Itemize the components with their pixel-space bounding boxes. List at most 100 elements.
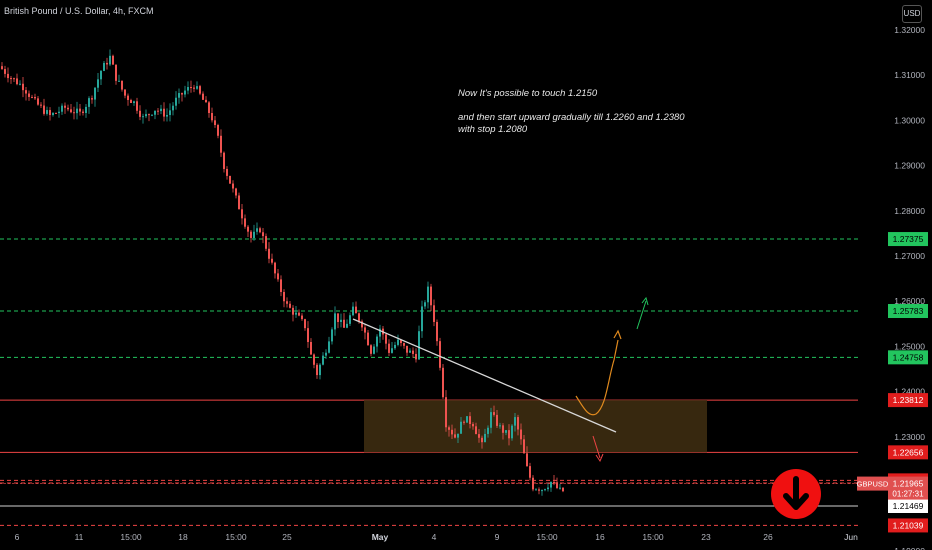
price-badge: [888, 518, 928, 533]
candle-body: [118, 80, 120, 82]
candle-body: [517, 417, 519, 430]
candle-body: [64, 105, 66, 108]
price-badge: [888, 232, 928, 247]
candle-body: [490, 412, 492, 428]
candle-body: [145, 114, 147, 117]
price-badge: [888, 304, 928, 319]
time-tick-label: 16: [595, 532, 605, 542]
candle-body: [277, 273, 279, 280]
candle-body: [469, 416, 471, 424]
candle-body: [196, 86, 198, 89]
candle-body: [271, 258, 273, 263]
projected-path: [575, 339, 619, 416]
candle-body: [385, 334, 387, 344]
candle-body: [232, 183, 234, 189]
candle-body: [361, 321, 363, 328]
candle-body: [112, 55, 114, 65]
candle-body: [34, 96, 36, 99]
price-badge: [888, 350, 928, 365]
candle-body: [451, 429, 453, 435]
candle-body: [280, 279, 282, 292]
price-tick-label: 1.26000: [894, 296, 925, 306]
candle-body: [241, 209, 243, 219]
candle-body: [535, 489, 537, 491]
candle-body: [133, 101, 135, 104]
candle-body: [346, 323, 348, 328]
candle-body: [97, 79, 99, 88]
symbol-badge-label: GBPUSD: [857, 480, 889, 489]
candle-body: [37, 98, 39, 105]
candle-body: [352, 306, 354, 316]
candle-body: [283, 291, 285, 302]
time-tick-label: 25: [282, 532, 292, 542]
time-tick-label: 26: [763, 532, 773, 542]
candle-body: [532, 477, 534, 490]
candle-body: [184, 90, 186, 95]
annotation-line-3: with stop 1.2080: [458, 124, 528, 135]
candle-body: [100, 70, 102, 80]
candle-body: [247, 226, 249, 232]
candle-body: [343, 319, 345, 328]
price-tick-label: 1.28000: [894, 206, 925, 216]
candle-body: [400, 339, 402, 344]
candle-body: [202, 93, 204, 100]
candle-body: [406, 345, 408, 353]
candle-body: [331, 329, 333, 342]
candle-body: [562, 487, 564, 492]
time-tick-label: 11: [75, 532, 84, 542]
candle-body: [214, 120, 216, 125]
candle-body: [244, 218, 246, 227]
candle-body: [415, 353, 417, 360]
red-stop-arrow: [592, 435, 601, 459]
candle-body: [337, 313, 339, 322]
candle-body: [433, 305, 435, 322]
candle-body: [448, 427, 450, 430]
supply-zone: [364, 400, 707, 453]
candle-body: [475, 426, 477, 435]
candle-body: [514, 417, 516, 426]
candle-body: [508, 430, 510, 439]
candle-body: [7, 73, 9, 79]
price-badge-label: 1.27375: [893, 234, 924, 244]
candle-body: [334, 313, 336, 330]
candle-body: [49, 110, 51, 116]
candle-body: [130, 99, 132, 104]
candle-body: [256, 228, 258, 232]
time-axis[interactable]: 6 11 15:00 18 15:00 25 May 4 9 15:00 16 15:00 23 26 Ju…: [15, 532, 858, 542]
candle-body: [493, 412, 495, 415]
candle-body: [16, 78, 18, 85]
candle-body: [418, 331, 420, 360]
candle-body: [541, 490, 543, 492]
candle-body: [304, 319, 306, 329]
price-tick-label: 1.31000: [894, 70, 925, 80]
candle-body: [301, 315, 303, 320]
time-tick-label: 23: [701, 532, 711, 542]
chart-title: British Pound / U.S. Dollar, 4h, FXCM: [4, 6, 154, 16]
candle-body: [478, 434, 480, 438]
price-badges: 1.273751.257831.247581.238121.226561.220…: [857, 232, 928, 533]
price-badge-label: 1.24758: [893, 352, 924, 362]
candle-body: [109, 55, 111, 65]
candle-body: [10, 78, 12, 80]
candle-body: [454, 434, 456, 438]
time-tick-label: 4: [432, 532, 437, 542]
price-badge-label: 1.21469: [893, 501, 924, 511]
candle-body: [412, 350, 414, 354]
candle-body: [430, 286, 432, 306]
price-badge: [888, 499, 928, 514]
candle-body: [286, 301, 288, 304]
candle-body: [370, 345, 372, 354]
candle-body: [325, 352, 327, 356]
time-tick-label: 9: [495, 532, 500, 542]
candle-body: [181, 93, 183, 95]
candle-body: [70, 109, 72, 113]
candle-body: [439, 341, 441, 368]
candle-body: [367, 332, 369, 346]
red-stop-arrow-head: [595, 453, 604, 463]
candle-body: [421, 306, 423, 332]
candle-body: [223, 152, 225, 169]
currency-button[interactable]: USD: [902, 5, 922, 23]
price-badge-label: 1.22656: [893, 447, 924, 457]
candle-body: [268, 248, 270, 259]
